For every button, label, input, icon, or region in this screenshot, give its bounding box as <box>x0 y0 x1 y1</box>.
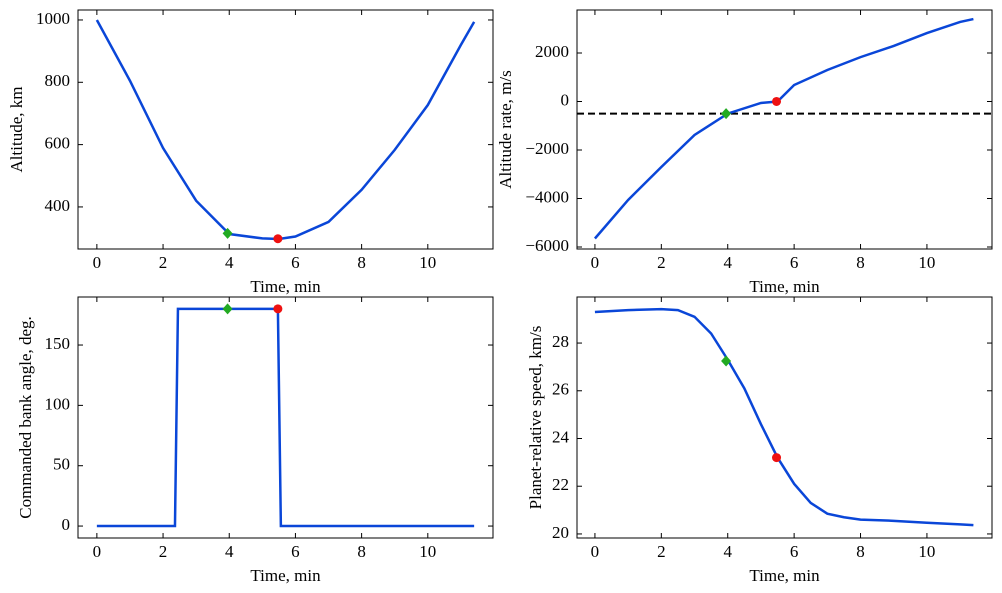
x-tick-label: 8 <box>856 253 865 272</box>
y-tick-label: −2000 <box>525 139 569 158</box>
x-tick-label: 4 <box>723 542 732 561</box>
y-tick-label: 2000 <box>535 42 569 61</box>
y-tick-label: 400 <box>45 196 71 215</box>
y-tick-label: 800 <box>45 71 71 90</box>
y-tick-label: 150 <box>45 334 71 353</box>
y-axis-label: Planet-relative speed, km/s <box>526 326 545 510</box>
x-tick-label: 8 <box>357 542 366 561</box>
marker-point <box>721 355 732 367</box>
marker-point <box>772 453 782 463</box>
y-tick-label: 22 <box>552 475 569 494</box>
y-tick-label: 50 <box>53 455 70 474</box>
x-tick-label: 6 <box>790 542 799 561</box>
y-tick-label: 26 <box>552 380 569 399</box>
x-tick-label: 2 <box>159 253 168 272</box>
y-axis-label: Altitude rate, m/s <box>496 70 515 189</box>
x-tick-label: 6 <box>790 253 799 272</box>
marker-point <box>721 108 732 120</box>
x-axis-label: Time, min <box>749 277 820 296</box>
axes-frame <box>77 9 494 250</box>
x-tick-label: 10 <box>419 542 436 561</box>
x-tick-label: 10 <box>918 253 935 272</box>
x-tick-label: 0 <box>591 542 600 561</box>
x-tick-label: 0 <box>93 253 102 272</box>
x-tick-label: 0 <box>93 542 102 561</box>
y-tick-label: 0 <box>561 90 570 109</box>
y-tick-label: 20 <box>552 523 569 542</box>
data-line <box>593 17 974 240</box>
marker-point <box>273 234 283 244</box>
y-tick-label: 0 <box>62 515 71 534</box>
y-tick-label: 28 <box>552 332 569 351</box>
x-tick-label: 6 <box>291 542 300 561</box>
x-axis-label: Time, min <box>250 566 321 585</box>
y-axis-label: Commanded bank angle, deg. <box>16 316 35 519</box>
axes-frame <box>77 296 494 539</box>
y-tick-label: −4000 <box>525 187 569 206</box>
y-tick-label: 100 <box>45 394 71 413</box>
data-line <box>95 19 476 241</box>
x-tick-label: 10 <box>419 253 436 272</box>
marker-point <box>222 227 233 239</box>
x-axis-label: Time, min <box>250 277 321 296</box>
x-axis-label: Time, min <box>749 566 820 585</box>
y-tick-label: −6000 <box>525 236 569 255</box>
marker-point <box>222 303 233 315</box>
x-tick-label: 10 <box>918 542 935 561</box>
y-tick-label: 600 <box>45 134 71 153</box>
x-tick-label: 2 <box>657 253 666 272</box>
axes-frame <box>576 296 993 539</box>
marker-point <box>772 96 782 106</box>
y-tick-label: 1000 <box>36 9 70 28</box>
x-tick-label: 2 <box>657 542 666 561</box>
y-tick-label: 24 <box>552 427 570 446</box>
x-tick-label: 4 <box>225 253 234 272</box>
x-tick-label: 8 <box>357 253 366 272</box>
axes-frame <box>576 9 993 250</box>
marker-point <box>273 304 283 314</box>
x-tick-label: 8 <box>856 542 865 561</box>
x-tick-label: 4 <box>723 253 732 272</box>
x-tick-label: 0 <box>591 253 600 272</box>
data-line <box>96 307 475 528</box>
x-tick-label: 6 <box>291 253 300 272</box>
x-tick-label: 2 <box>159 542 168 561</box>
y-axis-label: Altitude, km <box>7 87 26 173</box>
x-tick-label: 4 <box>225 542 234 561</box>
data-line <box>594 307 974 527</box>
